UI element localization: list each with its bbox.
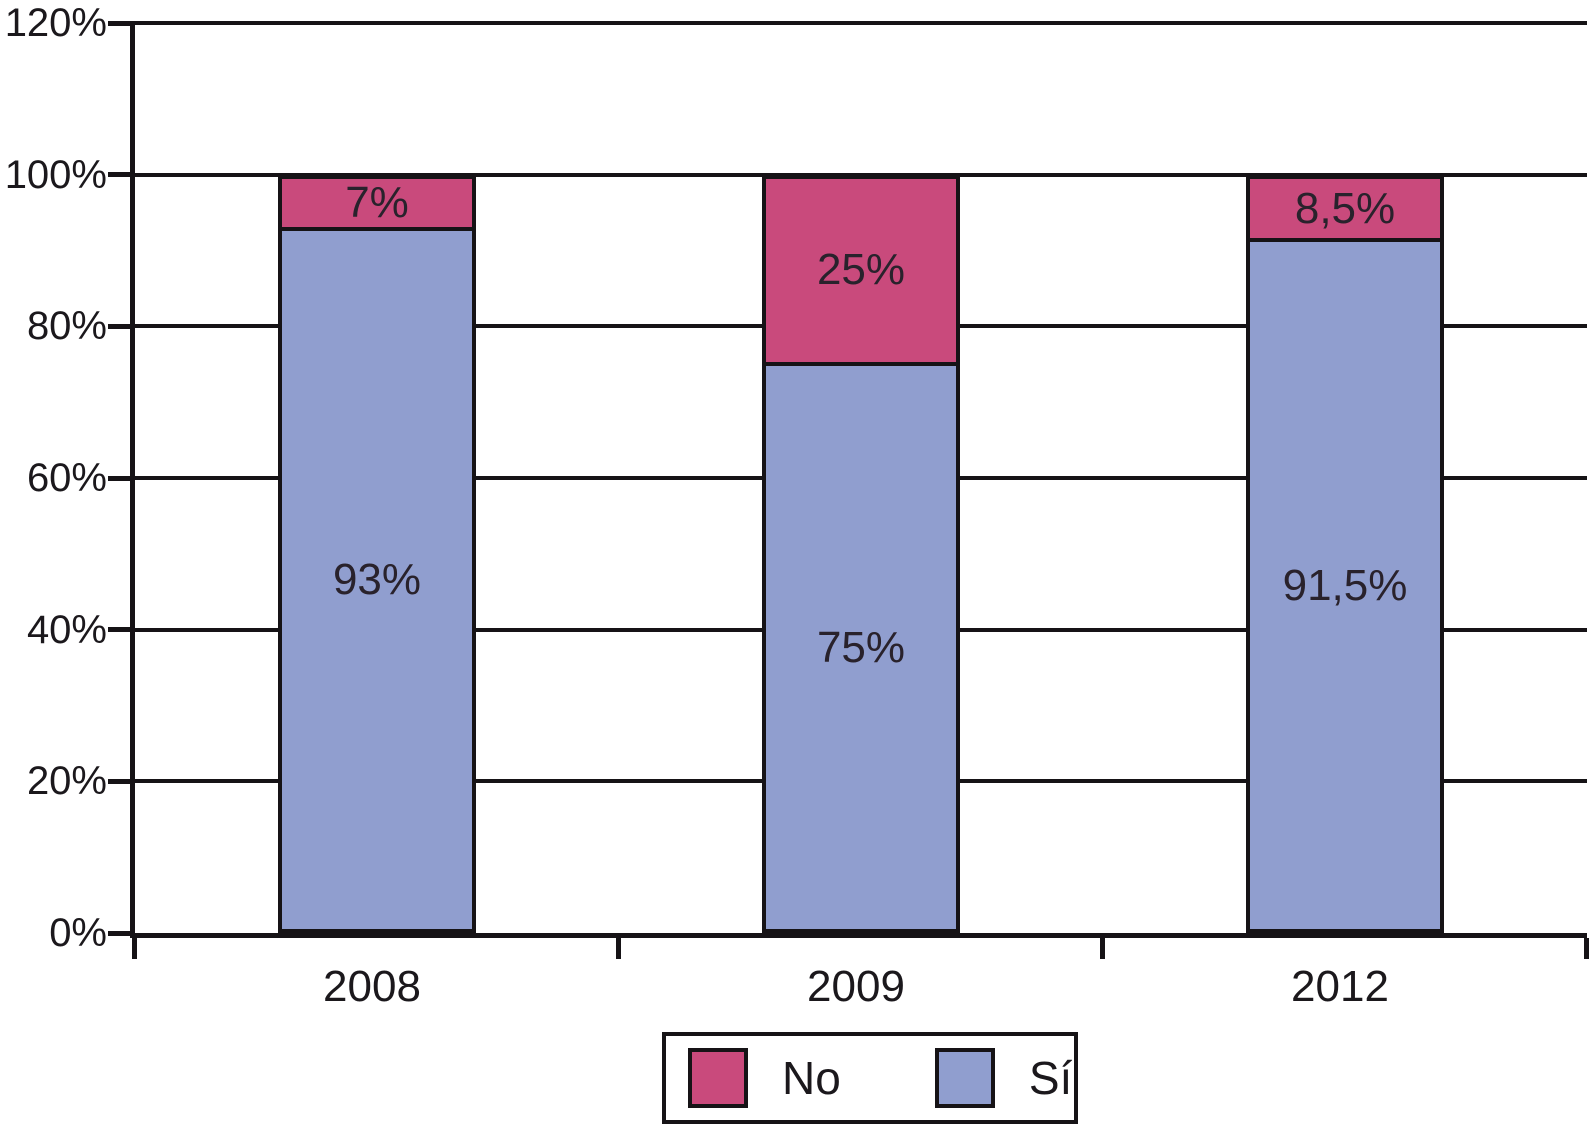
legend-label: No — [782, 1052, 841, 1104]
bar-segment-value-label: 7% — [345, 177, 409, 227]
legend-label: Sí — [1028, 1052, 1073, 1104]
gridline — [135, 172, 1587, 177]
legend-entry-no: No — [688, 1048, 841, 1108]
y-axis-tick-label: 0% — [49, 911, 107, 955]
x-axis-tick — [132, 938, 137, 959]
y-axis-tick — [108, 475, 135, 481]
plot-area: 7% 93% 25% 75% 8,5% 91,5% — [108, 20, 1589, 959]
bar-segment-no-2008: 7% — [282, 177, 472, 232]
x-axis-category-label: 2009 — [807, 962, 905, 1011]
bar-segment-no-2009: 25% — [766, 178, 956, 367]
y-axis-tick — [108, 172, 135, 178]
bar-segment-no-2012: 8,5% — [1250, 178, 1440, 243]
x-axis-tick — [616, 938, 621, 959]
bar-segment-value-label: 75% — [816, 622, 906, 672]
legend-entry-sí: Sí — [934, 1048, 1073, 1108]
y-axis-tick — [108, 930, 135, 936]
bar-segment-value-label: 91,5% — [1282, 560, 1408, 610]
x-axis-tick — [1100, 938, 1105, 959]
legend-swatch — [934, 1048, 995, 1108]
y-axis-tick — [108, 778, 135, 784]
x-axis-labels: 2008 2009 2012 — [130, 962, 1582, 1012]
bar-segment-value-label: 93% — [332, 555, 422, 605]
gridline — [135, 21, 1587, 25]
bar-segment-value-label: 8,5% — [1294, 183, 1396, 233]
y-axis-tick-label: 120% — [4, 1, 107, 45]
bar-2009: 25% 75% — [762, 174, 960, 933]
y-axis-tick-label: 100% — [4, 152, 107, 197]
legend: No Sí — [662, 1032, 1078, 1124]
bar-segment-sí-2009: 75% — [766, 366, 956, 929]
y-axis-tick-label: 60% — [26, 456, 107, 500]
y-axis-tick-label: 20% — [26, 759, 107, 804]
y-axis-tick — [108, 323, 135, 329]
bar-segment-sí-2012: 91,5% — [1250, 242, 1440, 929]
y-axis-tick — [108, 20, 135, 26]
x-axis-category-label: 2008 — [323, 962, 421, 1011]
bar-2012: 8,5% 91,5% — [1246, 174, 1444, 933]
x-axis-category-label: 2012 — [1291, 962, 1389, 1011]
legend-swatch — [688, 1048, 748, 1108]
bar-segment-value-label: 25% — [816, 245, 906, 295]
bar-2008: 7% 93% — [278, 174, 476, 933]
x-axis-tick — [1584, 938, 1589, 959]
y-axis-tick-label: 40% — [26, 607, 107, 652]
bar-segment-sí-2008: 93% — [282, 231, 472, 929]
y-axis-tick-label: 80% — [26, 304, 107, 349]
y-axis-tick — [108, 627, 135, 633]
